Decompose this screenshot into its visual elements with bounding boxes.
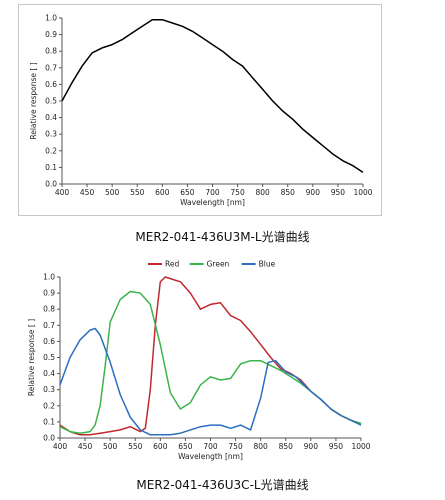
chart-2-caption: MER2-041-436U3C-L光谱曲线: [136, 478, 309, 492]
chart-1-x-axis-label: Wavelength [nm]: [180, 198, 245, 207]
x-tick-label: 1000: [351, 442, 370, 451]
legend-label-green: Green: [207, 260, 230, 269]
x-tick-label: 700: [205, 188, 220, 197]
chart-2: 400 450 500 550 600 650 700 750 800 850 900 950 1000…: [27, 260, 371, 462]
series-line-red: [59, 276, 362, 436]
y-tick-label: 0.6: [43, 337, 55, 346]
x-tick-label: 950: [329, 442, 344, 451]
x-tick-label: 900: [304, 442, 319, 451]
x-tick-label: 400: [53, 442, 68, 451]
x-tick-label: 850: [279, 442, 294, 451]
x-tick-label: 450: [78, 442, 93, 451]
series-line-blue: [59, 327, 362, 436]
y-tick-label: 0.5: [45, 97, 57, 106]
x-tick-label: 700: [203, 442, 218, 451]
y-tick-label: 1.0: [43, 273, 55, 282]
legend-label-blue: Blue: [259, 260, 276, 269]
chart-1: 400 450 500 550 600 650 700 750 800 850 900 950 1000…: [29, 14, 373, 208]
series-line-1: [61, 18, 364, 174]
chart-1-caption: MER2-041-436U3M-L光谱曲线: [135, 230, 310, 244]
y-tick-label: 0.2: [43, 401, 55, 410]
x-tick-label: 400: [55, 188, 70, 197]
x-tick-label: 750: [228, 442, 243, 451]
y-tick-label: 0.8: [43, 305, 55, 314]
x-tick-label: 500: [105, 188, 120, 197]
y-tick-label: 0.7: [45, 63, 57, 72]
x-tick-label: 950: [331, 188, 346, 197]
x-tick-label: 1000: [353, 188, 372, 197]
x-tick-label: 650: [180, 188, 195, 197]
y-tick-label: 0.1: [43, 417, 55, 426]
x-tick-label: 550: [128, 442, 143, 451]
x-tick-label: 900: [306, 188, 321, 197]
y-tick-label: 0.8: [45, 47, 57, 56]
x-tick-label: 450: [80, 188, 95, 197]
x-tick-label: 600: [153, 442, 168, 451]
chart-2-x-axis-label: Wavelength [nm]: [178, 452, 243, 461]
y-tick-label: 0.0: [45, 180, 57, 189]
x-tick-label: 500: [103, 442, 118, 451]
y-tick-label: 0.3: [43, 385, 55, 394]
y-tick-label: 0.6: [45, 80, 57, 89]
y-tick-label: 0.4: [45, 113, 57, 122]
x-tick-label: 550: [130, 188, 145, 197]
x-tick-label: 600: [155, 188, 170, 197]
y-tick-label: 0.2: [45, 146, 57, 155]
chart-2-y-axis-label: Relative response [ ]: [27, 319, 36, 396]
y-tick-label: 0.9: [43, 289, 55, 298]
series-line-green: [59, 290, 362, 434]
x-tick-label: 800: [256, 188, 271, 197]
y-tick-label: 0.4: [43, 369, 55, 378]
y-tick-label: 0.7: [43, 321, 55, 330]
chart-1-y-axis-label: Relative response [ ]: [29, 62, 38, 139]
y-tick-label: 0.1: [45, 163, 57, 172]
x-tick-label: 750: [230, 188, 245, 197]
y-tick-label: 0.0: [43, 434, 55, 443]
x-tick-label: 800: [254, 442, 269, 451]
x-tick-label: 650: [178, 442, 193, 451]
x-tick-label: 850: [281, 188, 296, 197]
y-tick-label: 1.0: [45, 14, 57, 23]
y-tick-label: 0.9: [45, 30, 57, 39]
legend-label-red: Red: [165, 260, 179, 269]
y-tick-label: 0.5: [43, 353, 55, 362]
y-tick-label: 0.3: [45, 130, 57, 139]
chart-1-frame: [18, 4, 382, 216]
